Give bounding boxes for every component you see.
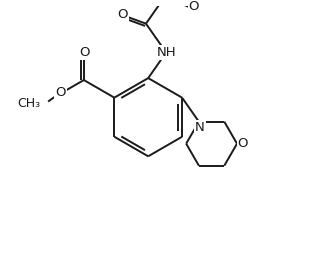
Text: O: O: [189, 0, 199, 13]
Text: NH: NH: [156, 46, 176, 59]
Text: CH₃: CH₃: [17, 97, 40, 110]
Text: N: N: [195, 121, 205, 134]
Text: O: O: [55, 86, 66, 99]
Text: O: O: [79, 46, 90, 59]
Text: O: O: [238, 137, 248, 150]
Text: O: O: [117, 7, 128, 20]
